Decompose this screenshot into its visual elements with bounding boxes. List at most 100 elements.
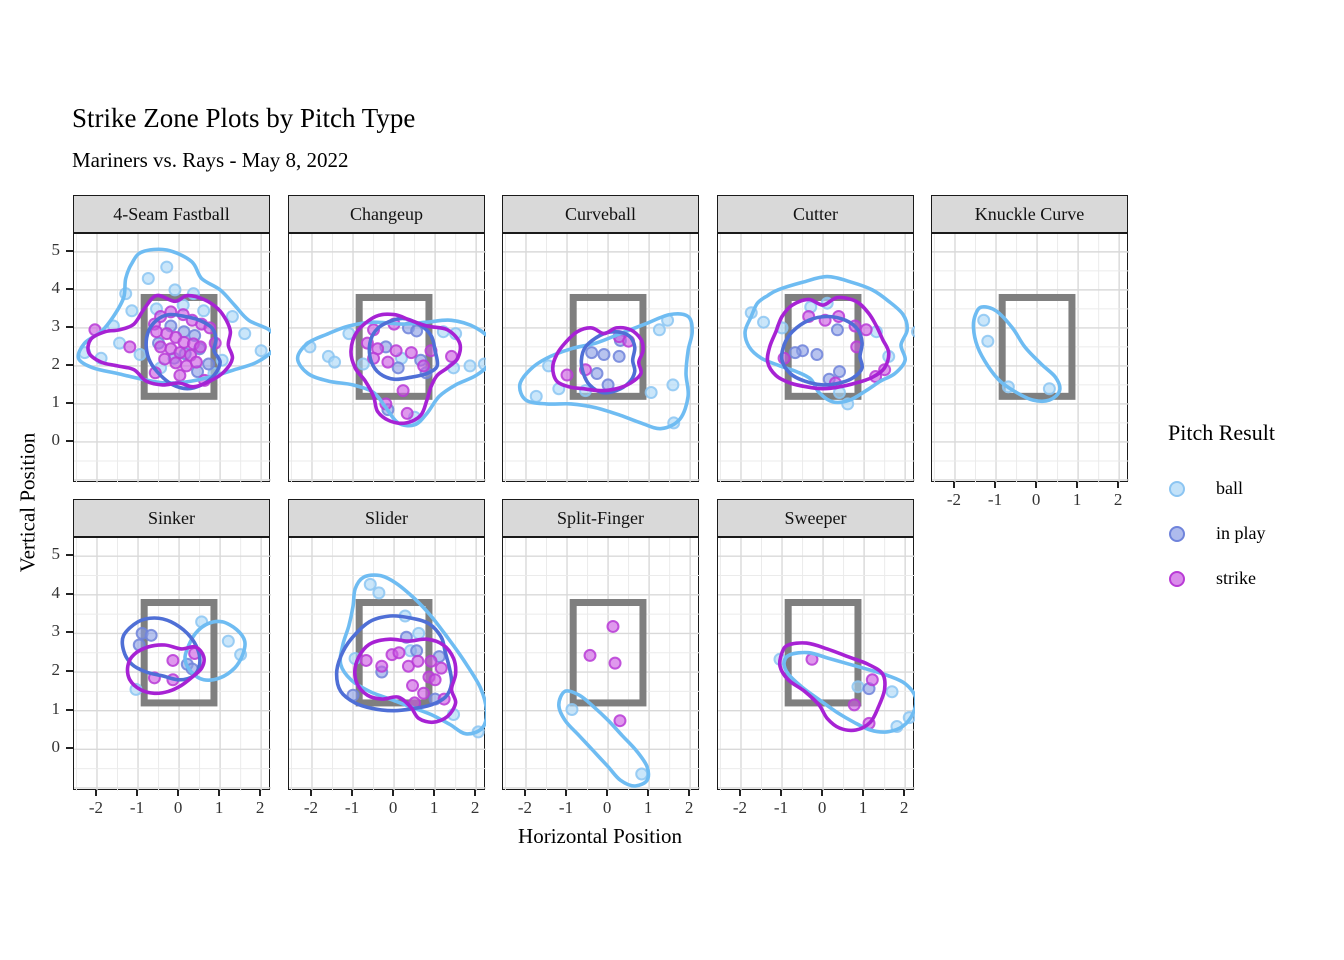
pitch-point-strike: [359, 653, 373, 667]
pitch-point-ball: [885, 685, 899, 699]
pitch-point-ball: [221, 634, 235, 648]
x-tick-label: 1: [858, 798, 868, 817]
pitch-point-ball: [757, 315, 771, 329]
x-tick-mark: [903, 790, 906, 796]
pitch-point-strike: [424, 654, 438, 668]
pitch-point-strike: [381, 355, 395, 369]
x-tick-mark: [259, 790, 262, 796]
x-tick-label: 0: [388, 798, 398, 817]
pitch-point-ball: [463, 359, 477, 373]
pitch-point-in_play: [410, 324, 424, 338]
pitch-point-in_play: [590, 367, 604, 381]
x-tick-label: 1: [1072, 490, 1082, 509]
x-tick-label: -2: [303, 798, 319, 817]
pitch-point-ball: [851, 680, 865, 694]
x-tick-label: -1: [773, 798, 789, 817]
x-tick-mark: [218, 790, 221, 796]
panel-canvas: [718, 234, 915, 483]
strike-zone-outline: [569, 599, 647, 707]
pitch-point-strike: [417, 686, 431, 700]
x-tick-mark: [647, 790, 650, 796]
x-tick-mark: [433, 790, 436, 796]
facet-strip-cutter: Cutter: [717, 195, 914, 233]
pitch-point-ball: [197, 304, 211, 318]
x-tick-label: 0: [173, 798, 183, 817]
pitch-point-strike: [193, 340, 207, 354]
pitch-point-ball: [238, 327, 252, 341]
legend: Pitch Result ball in play strike: [1168, 420, 1275, 601]
facet-panel-sweeper: [717, 537, 915, 791]
facet-label: Curveball: [565, 203, 636, 224]
pitch-point-ball: [981, 334, 995, 348]
panel-canvas: [932, 234, 1129, 483]
pitch-point-strike: [411, 654, 425, 668]
facet-label: Slider: [365, 507, 408, 528]
pitch-point-strike: [400, 406, 414, 420]
pitch-point-ball: [652, 323, 666, 337]
pitch-point-ball: [529, 389, 543, 403]
facet-label: 4-Seam Fastball: [113, 203, 230, 224]
facet-strip-curveball: Curveball: [502, 195, 699, 233]
pitch-point-in_play: [788, 346, 802, 360]
y-tick-mark: [66, 747, 73, 750]
panel-canvas: [74, 234, 271, 483]
density-contour-strike: [125, 643, 206, 696]
in-play-key-icon: [1169, 525, 1185, 542]
facet-panel-split-finger: [502, 537, 700, 791]
density-contour-strike: [349, 312, 463, 426]
x-tick-label: 2: [684, 798, 694, 817]
pitch-point-ball: [363, 577, 377, 591]
pitch-point-in_play: [410, 644, 424, 658]
pitch-point-strike: [583, 648, 597, 662]
density-contour-in_play: [779, 314, 865, 387]
y-tick-mark: [66, 363, 73, 366]
density-contour-ball: [971, 305, 1062, 403]
strike-key-icon: [1169, 570, 1185, 587]
x-tick-mark: [1117, 482, 1120, 488]
pitch-point-strike: [189, 355, 203, 369]
pitch-point-strike: [158, 352, 172, 366]
x-tick-label: -1: [558, 798, 574, 817]
x-tick-mark: [994, 482, 997, 488]
y-tick-mark: [66, 439, 73, 442]
legend-item-ball: ball: [1168, 466, 1275, 511]
density-contour-in_play: [334, 614, 454, 713]
pitch-point-ball: [635, 767, 649, 781]
x-tick-mark: [1035, 482, 1038, 488]
x-tick-mark: [780, 790, 783, 796]
pitch-point-ball: [125, 304, 139, 318]
pitch-point-in_play: [597, 348, 611, 362]
x-tick-mark: [309, 790, 312, 796]
y-tick-label: 0: [51, 737, 61, 757]
pitch-point-ball: [565, 702, 579, 716]
pitch-point-strike: [560, 368, 574, 382]
x-tick-label: 0: [1031, 490, 1041, 509]
facet-strip-split-finger: Split-Finger: [502, 499, 699, 537]
x-tick-mark: [862, 790, 865, 796]
facet-strip-slider: Slider: [288, 499, 485, 537]
pitch-point-in_play: [832, 365, 846, 379]
facet-panel-changeup: [288, 233, 486, 483]
x-tick-mark: [94, 790, 97, 796]
pitch-point-ball: [141, 271, 155, 285]
pitch-point-in_play: [391, 361, 405, 375]
pitch-point-strike: [123, 340, 137, 354]
panel-canvas: [503, 538, 700, 791]
facet-panel-sinker: [73, 537, 271, 791]
facet-label: Sinker: [148, 507, 195, 528]
pitch-point-ball: [372, 586, 386, 600]
density-contour-ball: [557, 689, 651, 788]
facet-panel-curveball: [502, 233, 700, 483]
density-contour-strike: [550, 325, 645, 393]
density-contour-ball: [782, 650, 915, 734]
facet-panel-slider: [288, 537, 486, 791]
legend-label: ball: [1216, 478, 1243, 498]
density-contour-ball: [76, 247, 271, 385]
pitch-point-ball: [225, 309, 239, 323]
x-tick-label: -2: [946, 490, 962, 509]
facet-strip-changeup: Changeup: [288, 195, 485, 233]
y-tick-label: 5: [51, 239, 61, 259]
panel-canvas: [718, 538, 915, 791]
x-tick-mark: [523, 790, 526, 796]
